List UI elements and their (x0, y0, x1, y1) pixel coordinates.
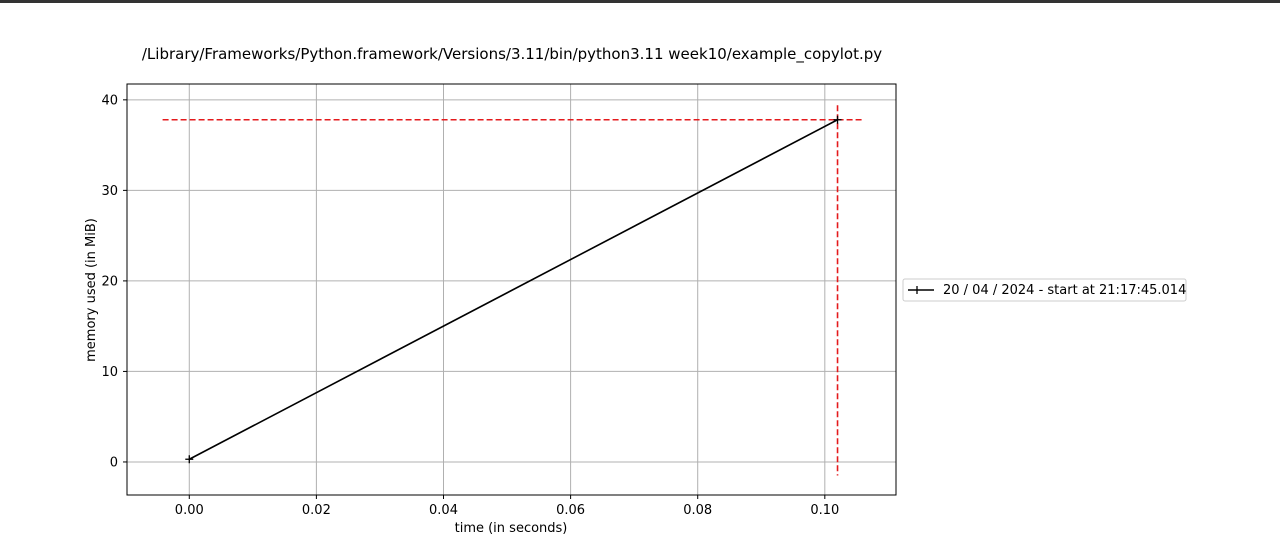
y-tick-label: 20 (101, 274, 118, 289)
y-ticks: 0 10 20 30 40 (101, 93, 127, 470)
x-tick-label: 0.06 (556, 503, 585, 518)
chart-title: /Library/Frameworks/Python.framework/Ver… (142, 45, 882, 64)
x-ticks: 0.00 0.02 0.04 0.06 0.08 0.10 (175, 495, 839, 518)
y-tick-label: 0 (110, 455, 118, 470)
grid (127, 84, 896, 495)
x-tick-label: 0.04 (429, 503, 458, 518)
x-tick-label: 0.02 (302, 503, 331, 518)
y-axis-label: memory used (in MiB) (84, 218, 99, 362)
x-tick-label: 0.00 (175, 503, 204, 518)
window-top-bar (0, 0, 1280, 3)
x-axis-label: time (in seconds) (455, 521, 568, 536)
legend-box (902, 278, 1187, 302)
plot-frame (126, 83, 897, 496)
max-memory-markers (162, 105, 864, 476)
y-tick-label: 10 (101, 365, 118, 380)
x-tick-label: 0.10 (810, 503, 839, 518)
series-layer (185, 115, 842, 464)
data-point-marker (185, 455, 194, 464)
data-point-marker (833, 115, 842, 124)
legend: 20 / 04 / 2024 - start at 21:17:45.014 (902, 278, 1187, 302)
memory-series-line (188, 119, 838, 460)
legend-entry-label: 20 / 04 / 2024 - start at 21:17:45.014 (943, 283, 1186, 298)
y-tick-label: 40 (101, 93, 118, 108)
y-tick-label: 30 (101, 184, 118, 199)
x-tick-label: 0.08 (683, 503, 712, 518)
